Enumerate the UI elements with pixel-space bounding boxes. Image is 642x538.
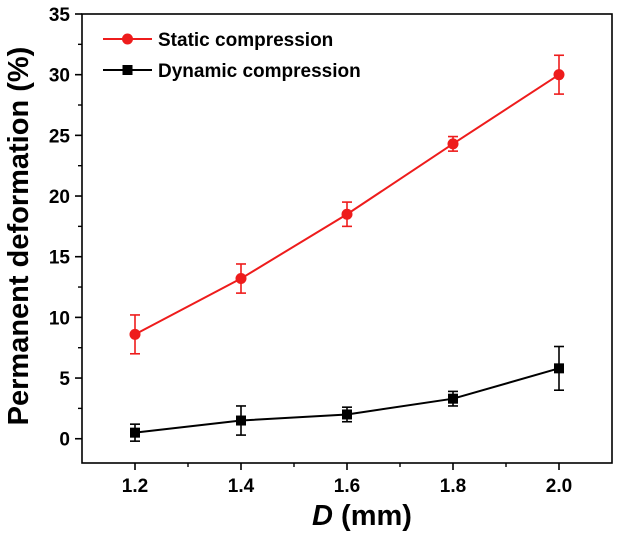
legend: Static compression Dynamic compression (103, 30, 361, 82)
data-point (342, 409, 352, 420)
series-dynamic (130, 345, 564, 442)
y-axis-ticks: 0 5 10 15 20 25 30 35 (49, 5, 82, 451)
y-tick-label: 30 (49, 66, 70, 87)
x-axis-variable: D (312, 500, 333, 532)
legend-label: Static compression (158, 30, 333, 51)
legend-item-static: Static compression (103, 30, 333, 51)
x-tick-label: 1.6 (334, 476, 360, 497)
x-tick-label: 2.0 (546, 476, 572, 497)
y-tick-label: 35 (49, 5, 71, 26)
data-point (130, 427, 140, 438)
legend-label: Dynamic compression (158, 61, 361, 82)
x-tick-label: 1.8 (440, 476, 466, 497)
data-point (553, 69, 565, 81)
data-point (447, 138, 459, 150)
y-tick-label: 15 (49, 248, 71, 269)
data-point (235, 273, 247, 285)
data-point (554, 363, 564, 374)
x-tick-label: 1.4 (228, 476, 255, 497)
y-tick-label: 5 (59, 369, 70, 390)
data-point (236, 415, 246, 426)
x-axis-unit: (mm) (333, 500, 412, 532)
x-axis-ticks: 1.2 1.4 1.6 1.8 2.0 (122, 463, 572, 497)
series-layer (129, 54, 565, 442)
legend-marker (122, 65, 133, 75)
y-tick-label: 25 (49, 126, 71, 147)
x-tick-label: 1.2 (122, 476, 148, 497)
data-point (448, 393, 458, 404)
y-tick-label: 20 (49, 187, 70, 208)
series-static (129, 54, 565, 355)
data-point (129, 328, 141, 340)
legend-marker (122, 33, 133, 45)
y-axis-label: Permanent deformation (%) (3, 47, 35, 426)
y-tick-label: 10 (49, 308, 70, 329)
legend-item-dynamic: Dynamic compression (103, 61, 361, 82)
y-tick-label: 0 (59, 430, 70, 451)
data-point (341, 208, 353, 220)
x-axis-label: D (mm) (312, 500, 412, 532)
series-line (134, 367, 560, 434)
